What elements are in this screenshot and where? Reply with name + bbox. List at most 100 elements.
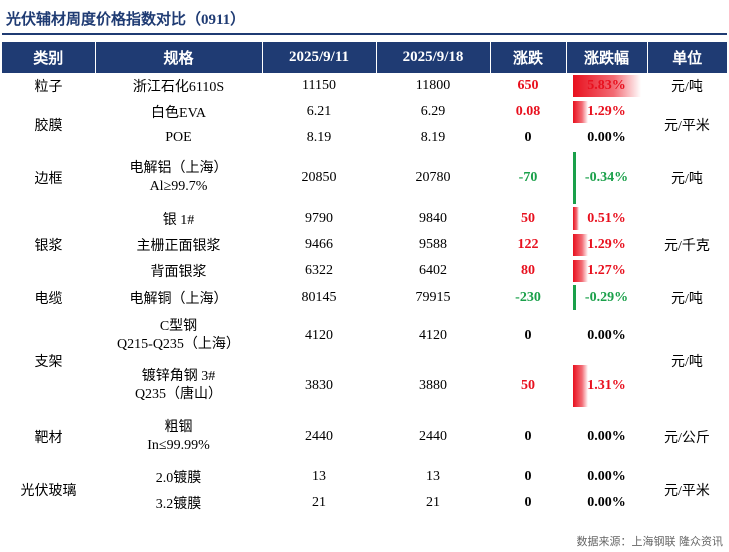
change-value: 0 xyxy=(524,130,532,145)
price-week2: 11800 xyxy=(415,78,451,93)
spec-cell: 背面银浆 xyxy=(150,265,207,280)
price-week1: 21 xyxy=(312,495,326,510)
change-pct-label: 1.29% xyxy=(587,104,626,119)
header-spec: 规格 xyxy=(94,42,262,73)
price-week2: 8.19 xyxy=(420,130,446,145)
change-value: 0.08 xyxy=(515,104,541,119)
spec-cell: POE xyxy=(165,130,192,145)
change-value: 0 xyxy=(524,429,532,444)
change-pct-label: 0.51% xyxy=(587,211,626,226)
price-week2: 2440 xyxy=(419,429,447,444)
price-week2: 6402 xyxy=(419,263,447,278)
change-value: -230 xyxy=(515,289,541,305)
unit-cell: 元/吨 xyxy=(671,172,703,187)
change-pct-label: 0.00% xyxy=(587,429,626,444)
table-row: 3.2镀膜 21 21 0 0.00% xyxy=(2,490,727,516)
table-row: 支架 C型钢 Q215-Q235（上海） 4120 4120 0 0.00% 元… xyxy=(2,311,727,370)
spec-cell: 主栅正面银浆 xyxy=(136,239,221,254)
spec-cell: 镀锌角钢 3# Q235（唐山） xyxy=(95,361,262,411)
spec-line: In≤99.99% xyxy=(147,438,210,453)
category-cell: 靶材 xyxy=(34,431,63,446)
price-table: 类别 规格 2025/9/11 2025/9/18 涨跌 涨跌幅 单位 粒子 浙… xyxy=(2,42,727,516)
spec-cell: C型钢 Q215-Q235（上海） xyxy=(95,311,262,361)
price-week2: 13 xyxy=(426,468,440,484)
table-row: 胶膜 白色EVA 6.21 6.29 0.08 1.29% 元/平米 xyxy=(2,99,727,134)
price-week2: 9588 xyxy=(419,237,447,252)
price-week1: 13 xyxy=(312,468,326,484)
price-week2: 79915 xyxy=(415,289,451,305)
table-row: 镀锌角钢 3# Q235（唐山） 3830 3880 50 1.31% xyxy=(2,361,727,411)
unit-cell: 元/吨 xyxy=(671,355,703,370)
change-pct-cell: 5.83% xyxy=(566,73,647,99)
price-week1: 80145 xyxy=(301,289,337,305)
page-title: 光伏辅材周度价格指数对比（0911） xyxy=(6,12,246,28)
change-pct-cell: 1.29% xyxy=(566,232,647,258)
spec-line: Al≥99.7% xyxy=(149,179,208,194)
spec-line: 电解铝（上海） xyxy=(129,161,228,176)
price-week1: 4120 xyxy=(305,328,333,343)
table-row: POE 8.19 8.19 0 0.00% xyxy=(2,125,727,151)
change-value: -70 xyxy=(518,170,538,185)
category-cell: 光伏玻璃 xyxy=(20,483,77,499)
change-pct-bar xyxy=(573,152,576,204)
unit-cell: 元/千克 xyxy=(664,238,710,254)
price-week2: 3880 xyxy=(419,378,447,393)
change-pct-bar xyxy=(573,260,588,282)
spec-line: C型钢 xyxy=(159,319,198,334)
change-pct-cell: 0.00% xyxy=(566,463,647,490)
table-row: 靶材 粗铟 In≤99.99% 2440 2440 0 0.00% 元/公斤 xyxy=(2,411,727,463)
change-pct-bar xyxy=(573,365,588,407)
header-change: 涨跌 xyxy=(489,42,566,73)
price-week2: 4120 xyxy=(419,328,447,343)
price-week1: 9790 xyxy=(305,210,333,226)
title-divider xyxy=(2,33,727,35)
change-pct-cell: 1.29% xyxy=(566,99,647,125)
category-cell: 胶膜 xyxy=(34,119,63,134)
spec-line: 镀锌角钢 3# xyxy=(141,369,216,384)
category-cell: 边框 xyxy=(34,172,63,187)
table-row: 光伏玻璃 2.0镀膜 13 13 0 0.00% 元/平米 xyxy=(2,463,727,499)
change-pct-label: 0.00% xyxy=(587,468,626,484)
change-pct-bar xyxy=(573,234,588,256)
table-row: 银浆 银 1# 9790 9840 50 0.51% 元/千克 xyxy=(2,205,727,254)
category-cell: 粒子 xyxy=(34,80,63,95)
change-pct-cell: 1.31% xyxy=(566,361,647,411)
spec-cell: 浙江石化6110S xyxy=(132,80,225,95)
change-value: 122 xyxy=(517,237,539,252)
header-change-pct: 涨跌幅 xyxy=(565,42,647,73)
change-pct-cell: 0.00% xyxy=(566,125,647,151)
unit-cell: 元/公斤 xyxy=(664,431,710,446)
unit-cell: 元/吨 xyxy=(671,80,703,95)
price-week2: 21 xyxy=(426,495,440,510)
spec-cell: 3.2镀膜 xyxy=(155,497,202,512)
change-pct-label: 0.00% xyxy=(587,495,626,510)
price-week1: 9466 xyxy=(305,237,333,252)
change-pct-label: 0.00% xyxy=(587,328,626,343)
change-pct-bar xyxy=(573,207,579,230)
table-row: 粒子 浙江石化6110S 11150 11800 650 5.83% 元/吨 xyxy=(2,73,727,99)
change-pct-cell: 0.00% xyxy=(566,311,647,361)
price-week1: 3830 xyxy=(305,378,333,393)
spec-cell: 白色EVA xyxy=(151,106,206,121)
data-source-note: 数据来源：上海钢联 隆众资讯 xyxy=(576,535,724,548)
table-row: 主栅正面银浆 9466 9588 122 1.29% xyxy=(2,232,727,258)
change-pct-label: 0.00% xyxy=(587,130,626,145)
change-pct-bar xyxy=(573,285,576,310)
change-pct-label: -0.29% xyxy=(584,290,629,305)
category-cell: 支架 xyxy=(34,355,63,370)
change-pct-label: -0.34% xyxy=(584,170,629,185)
table-row: 背面银浆 6322 6402 80 1.27% xyxy=(2,258,727,284)
unit-cell: 元/平米 xyxy=(664,119,710,134)
table-row: 边框 电解铝（上海） Al≥99.7% 20850 20780 -70 -0.3… xyxy=(2,151,727,205)
category-cell: 银浆 xyxy=(34,238,63,254)
change-value: 650 xyxy=(517,78,539,93)
change-pct-label: 1.29% xyxy=(587,237,626,252)
change-value: 50 xyxy=(521,210,535,226)
spec-line: Q235（唐山） xyxy=(134,387,223,402)
price-week1: 6322 xyxy=(305,263,333,278)
category-cell: 电缆 xyxy=(34,291,63,307)
change-value: 0 xyxy=(524,328,532,343)
spec-line: 粗铟 xyxy=(164,420,193,435)
spec-line: Q215-Q235（上海） xyxy=(117,337,240,352)
spec-cell: 银 1# xyxy=(162,212,195,228)
